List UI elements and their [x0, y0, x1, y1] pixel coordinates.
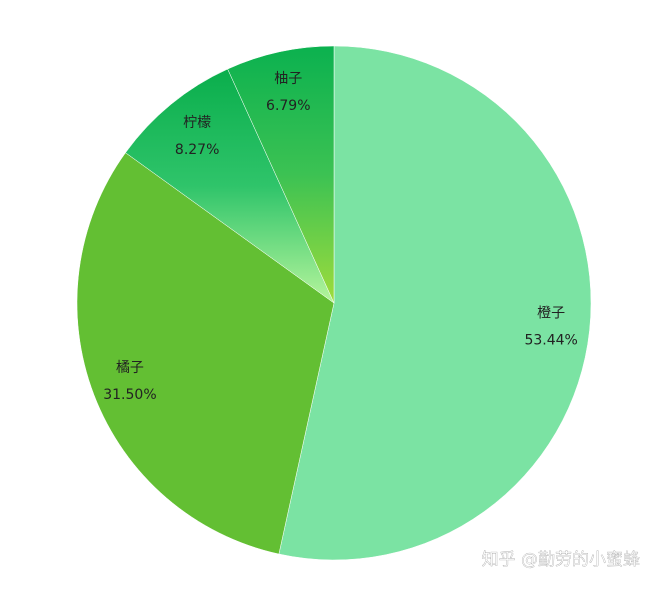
value-label: 31.50% — [103, 387, 156, 403]
slice-label: 橙子 — [537, 306, 565, 322]
value-label: 53.44% — [524, 333, 577, 349]
slice-label: 橘子 — [116, 360, 144, 376]
value-label: 8.27% — [175, 142, 219, 158]
pie-slice — [76, 152, 335, 555]
pie-slice — [278, 45, 592, 561]
slice-label: 柠檬 — [183, 115, 211, 131]
pie-slice — [125, 68, 335, 304]
pie-slice — [227, 45, 335, 304]
value-label: 6.79% — [266, 98, 310, 114]
slice-label: 柚子 — [274, 71, 302, 87]
watermark: 知乎 @勤劳的小蜜蜂 — [482, 550, 640, 570]
